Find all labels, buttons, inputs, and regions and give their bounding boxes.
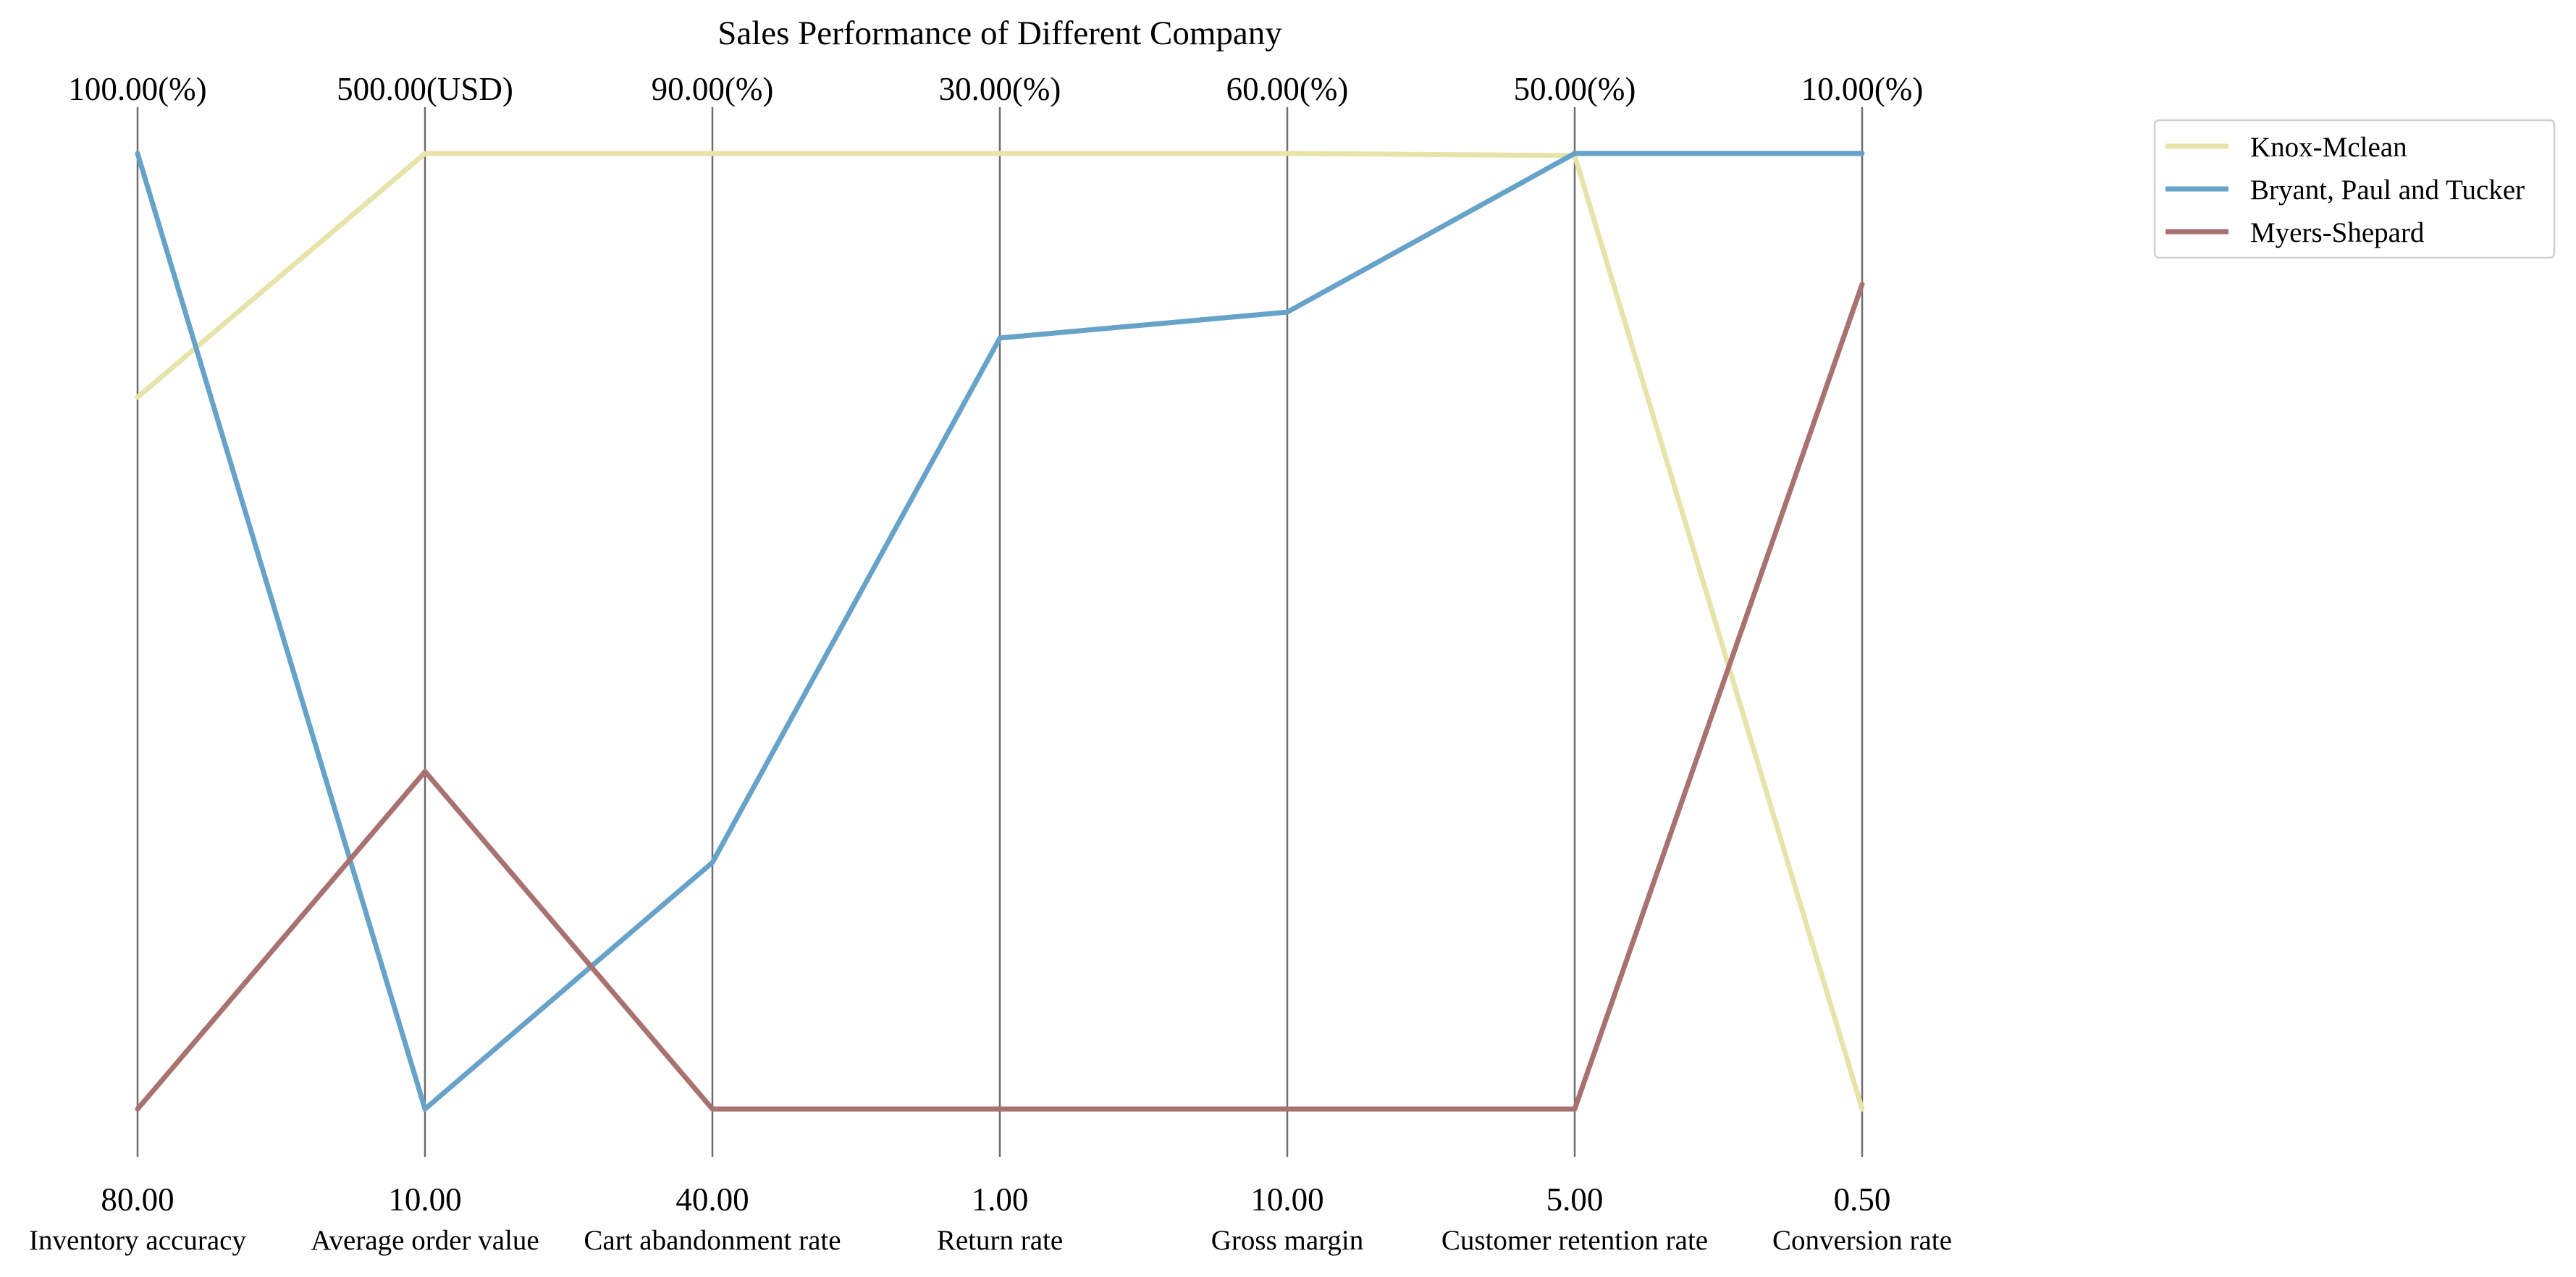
- axis-name-inventory-accuracy: Inventory accuracy: [29, 1225, 246, 1256]
- series-line-myers-shepard: [135, 282, 1865, 1112]
- axis-min-label-customer-retention-rate: 5.00: [1546, 1181, 1604, 1218]
- legend-label-knox-mclean: Knox-Mclean: [2250, 132, 2407, 163]
- legend-frame: [2153, 119, 2556, 259]
- axis-name-return-rate: Return rate: [937, 1225, 1063, 1256]
- axis-min-label-conversion-rate: 0.50: [1834, 1181, 1891, 1218]
- axis-min-label-inventory-accuracy: 80.00: [101, 1181, 174, 1218]
- series-line-bryant-paul-and-tucker: [135, 151, 1865, 1112]
- axis-min-label-average-order-value: 10.00: [388, 1181, 461, 1218]
- axis-min-label-return-rate: 1.00: [972, 1181, 1029, 1218]
- axis-min-label-cart-abandonment-rate: 40.00: [675, 1181, 749, 1218]
- axis-max-label-return-rate: 30.00(%): [939, 71, 1061, 107]
- axis-name-cart-abandonment-rate: Cart abandonment rate: [584, 1225, 841, 1256]
- axis-max-label-cart-abandonment-rate: 90.00(%): [652, 71, 774, 107]
- axis-max-label-conversion-rate: 10.00(%): [1801, 71, 1924, 107]
- axis-name-gross-margin: Gross margin: [1211, 1225, 1364, 1256]
- axis-max-label-customer-retention-rate: 50.00(%): [1514, 71, 1636, 107]
- legend: Knox-Mclean Bryant, Paul and Tucker Myers-…: [2153, 119, 2556, 259]
- axis-name-conversion-rate: Conversion rate: [1772, 1225, 1952, 1256]
- legend-label-myers-shepard: Myers-Shepard: [2250, 217, 2425, 248]
- axis-max-label-average-order-value: 500.00(USD): [337, 71, 513, 107]
- axis-name-average-order-value: Average order value: [311, 1225, 539, 1256]
- legend-label-bryant-paul-and-tucker: Bryant, Paul and Tucker: [2250, 174, 2525, 206]
- axis-min-label-gross-margin: 10.00: [1250, 1181, 1323, 1218]
- series-lines-layer: [135, 151, 1865, 1112]
- axes-layer: 100.00(%) 80.00 Inventory accuracy 500.00(U…: [29, 71, 1952, 1256]
- chart-title: Sales Performance of Different Company: [717, 14, 1282, 52]
- axis-name-customer-retention-rate: Customer retention rate: [1441, 1225, 1708, 1256]
- axis-max-label-gross-margin: 60.00(%): [1226, 71, 1349, 107]
- axis-max-label-inventory-accuracy: 100.00(%): [68, 71, 206, 107]
